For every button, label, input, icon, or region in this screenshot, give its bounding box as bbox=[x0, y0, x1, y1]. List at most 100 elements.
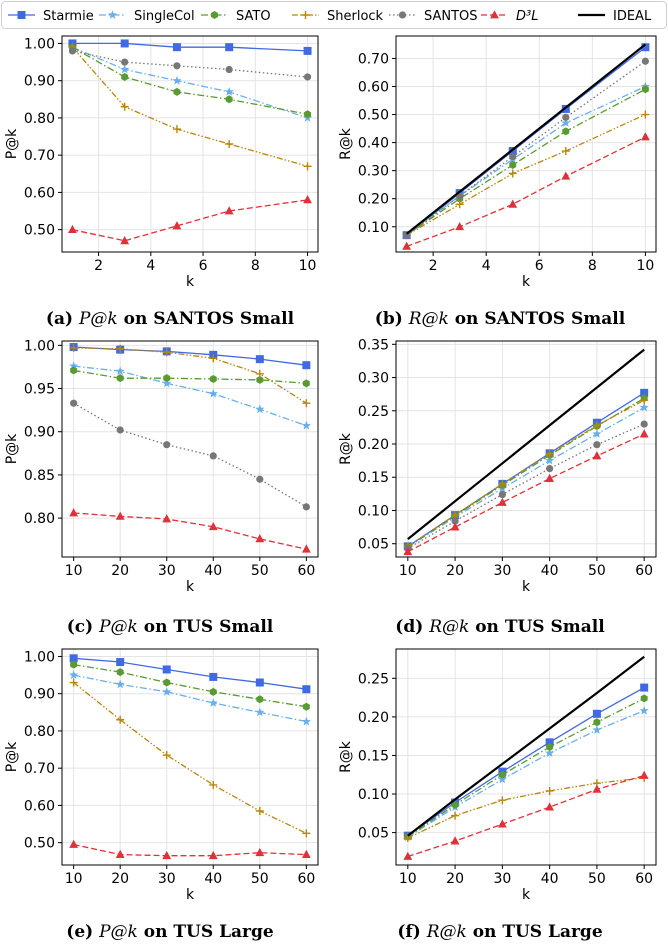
legend-label: Starmie bbox=[43, 9, 94, 24]
y-axis-label: P@k bbox=[4, 741, 20, 772]
x-tick-label: 20 bbox=[111, 563, 129, 579]
series-starmie bbox=[68, 39, 312, 55]
data-point-starmie bbox=[162, 665, 171, 674]
data-point-sato bbox=[641, 85, 649, 94]
data-point-d-l bbox=[162, 850, 172, 860]
y-tick-label: 0.85 bbox=[24, 468, 55, 484]
plot-frame bbox=[61, 648, 319, 866]
series-d-l bbox=[403, 429, 649, 556]
data-point-singlecol bbox=[162, 378, 172, 388]
series-singlecol bbox=[67, 42, 313, 122]
plot-frame bbox=[395, 35, 657, 253]
data-point-santos bbox=[451, 517, 459, 525]
y-tick-label: 0.05 bbox=[358, 537, 389, 553]
data-point-d-l bbox=[455, 221, 465, 231]
series-line-d-l bbox=[73, 512, 307, 550]
series-sato bbox=[404, 694, 648, 841]
y-tick-label: 0.70 bbox=[358, 51, 389, 67]
data-point-starmie bbox=[545, 738, 554, 747]
series-line-santos bbox=[406, 60, 646, 236]
x-tick-label: 40 bbox=[541, 871, 559, 887]
y-tick-label: 1.00 bbox=[24, 649, 55, 665]
series-line-santos bbox=[73, 402, 307, 508]
plot-frame bbox=[395, 648, 657, 866]
series-line-singlecol bbox=[407, 710, 645, 838]
series-sherlock bbox=[402, 110, 650, 240]
data-point-starmie bbox=[120, 39, 129, 48]
data-point-singlecol bbox=[120, 64, 130, 74]
data-point-sato bbox=[640, 694, 648, 703]
data-point-santos bbox=[546, 465, 554, 473]
data-point-d-l bbox=[402, 241, 412, 250]
data-point-sato bbox=[116, 374, 124, 383]
series-d-l bbox=[403, 770, 649, 860]
data-point-sherlock bbox=[225, 140, 234, 148]
y-axis-label: P@k bbox=[4, 128, 20, 159]
data-point-santos bbox=[163, 441, 171, 449]
data-point-sherlock bbox=[508, 169, 517, 178]
data-point-sato bbox=[121, 72, 129, 81]
series-line-sherlock bbox=[73, 681, 307, 834]
grid bbox=[396, 341, 656, 557]
data-point-starmie bbox=[561, 104, 570, 113]
y-tick-label: 0.50 bbox=[358, 108, 389, 124]
grid bbox=[62, 649, 318, 865]
data-point-starmie bbox=[640, 388, 649, 397]
data-point-sherlock bbox=[69, 678, 78, 687]
series-line-starmie bbox=[73, 346, 307, 366]
series-singlecol bbox=[403, 705, 649, 842]
y-tick-label: 0.80 bbox=[24, 724, 55, 740]
data-point-sherlock bbox=[592, 421, 601, 430]
data-point-sato bbox=[173, 87, 181, 96]
data-point-d-l bbox=[561, 171, 571, 180]
series-starmie bbox=[403, 683, 649, 840]
series-line-sato bbox=[73, 369, 307, 384]
data-point-santos bbox=[302, 503, 310, 511]
data-point-singlecol bbox=[255, 404, 265, 414]
data-point-sato bbox=[302, 379, 310, 388]
y-tick-label: 0.50 bbox=[24, 223, 55, 239]
series-line-starmie bbox=[406, 46, 646, 236]
data-point-sato bbox=[302, 702, 310, 711]
legend-marker-starmie bbox=[17, 11, 26, 19]
x-axis-label: k bbox=[522, 887, 531, 903]
series-line-singlecol bbox=[407, 406, 645, 548]
series-line-d-l bbox=[73, 843, 307, 857]
data-point-santos bbox=[303, 73, 312, 81]
data-point-sherlock bbox=[255, 369, 264, 378]
series-sherlock bbox=[69, 678, 311, 838]
data-point-starmie bbox=[116, 658, 125, 667]
data-point-starmie bbox=[69, 654, 78, 663]
series-d-l bbox=[68, 195, 312, 245]
data-point-singlecol bbox=[208, 698, 218, 707]
data-point-sato bbox=[304, 110, 312, 119]
series-d-l bbox=[69, 839, 311, 860]
x-tick-label: 10 bbox=[65, 563, 83, 579]
x-tick-label: 4 bbox=[482, 258, 491, 274]
data-point-d-l bbox=[545, 802, 555, 811]
series-santos bbox=[68, 47, 312, 81]
series-line-singlecol bbox=[73, 365, 307, 427]
data-point-sherlock bbox=[640, 396, 649, 405]
series-sherlock bbox=[68, 43, 312, 171]
data-point-santos bbox=[121, 58, 129, 66]
series-line-sherlock bbox=[407, 399, 645, 547]
data-point-sherlock bbox=[116, 344, 125, 353]
y-tick-label: 0.70 bbox=[24, 148, 55, 164]
data-point-santos bbox=[116, 426, 124, 434]
data-point-d-l bbox=[301, 849, 311, 858]
x-tick-label: 10 bbox=[299, 258, 317, 274]
data-point-d-l bbox=[640, 132, 650, 141]
data-point-santos bbox=[209, 452, 217, 460]
chart-c-precision-tus-small: 10 20 30 40 50 60 0.80 0.85 0.90 0.95 1.00 k P@k bbox=[4, 338, 319, 595]
y-tick-label: 0.70 bbox=[24, 761, 55, 777]
x-tick-label: 30 bbox=[158, 563, 176, 579]
data-point-sherlock bbox=[120, 102, 129, 111]
series-singlecol bbox=[69, 670, 311, 726]
data-point-starmie bbox=[255, 355, 264, 364]
y-tick-label: 0.20 bbox=[358, 710, 389, 726]
data-point-d-l bbox=[301, 544, 311, 553]
x-tick-label: 40 bbox=[204, 871, 222, 887]
series-sherlock bbox=[69, 343, 311, 408]
y-tick-label: 0.80 bbox=[24, 111, 55, 127]
